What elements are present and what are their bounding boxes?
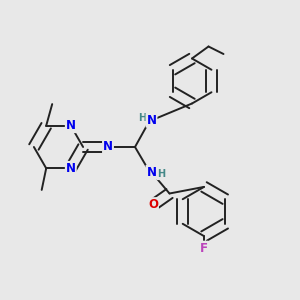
Text: H: H xyxy=(157,169,166,179)
Text: N: N xyxy=(146,166,157,179)
Text: N: N xyxy=(146,114,157,127)
Text: O: O xyxy=(148,198,158,211)
Text: H: H xyxy=(138,113,147,123)
Text: N: N xyxy=(103,140,113,154)
Text: N: N xyxy=(66,119,76,132)
Text: F: F xyxy=(200,242,208,255)
Text: N: N xyxy=(66,162,76,175)
